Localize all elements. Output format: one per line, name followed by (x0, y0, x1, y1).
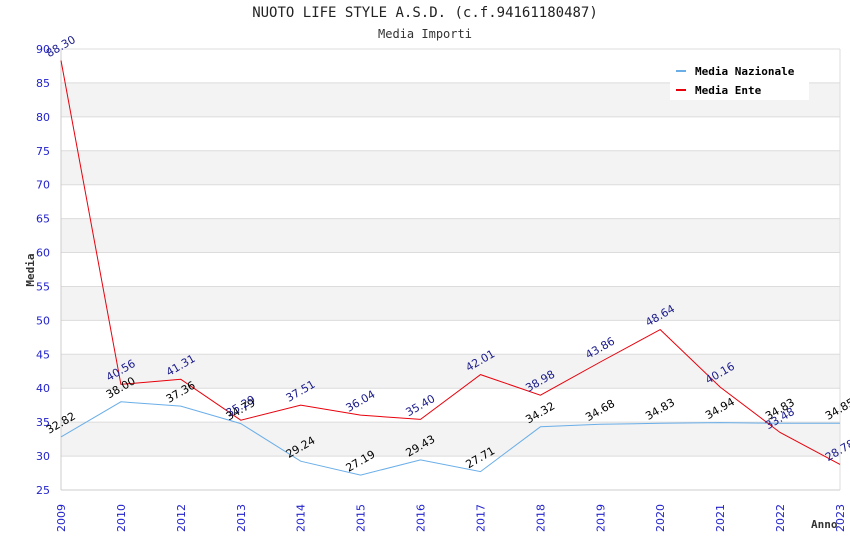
x-tick-label: 2023 (834, 504, 847, 532)
legend-label-ente: Media Ente (695, 83, 762, 97)
x-tick-label: 2022 (774, 504, 787, 532)
legend: Media Nazionale Media Ente (670, 58, 809, 100)
x-tick-label: 2009 (55, 504, 68, 532)
legend-item-media-ente: Media Ente (676, 82, 761, 98)
data-label: 34.68 (583, 397, 617, 424)
data-label: 35.40 (404, 392, 438, 419)
legend-swatch-nazionale (676, 70, 686, 72)
y-tick-label: 25 (36, 484, 50, 497)
y-tick-label: 55 (36, 280, 50, 293)
y-axis-label: Media (24, 253, 37, 286)
grid-band (61, 150, 840, 185)
x-tick-label: 2016 (415, 504, 428, 532)
y-tick-label: 75 (36, 145, 50, 158)
x-axis-label: Anno (811, 518, 838, 531)
x-tick-label: 2014 (295, 504, 308, 532)
y-tick-label: 30 (36, 450, 50, 463)
chart-title: NUOTO LIFE STYLE A.S.D. (c.f.94161180487… (252, 5, 598, 21)
y-tick-label: 85 (36, 77, 50, 90)
y-tick-label: 50 (36, 314, 50, 327)
data-label: 36.04 (344, 388, 378, 415)
x-tick-label: 2015 (355, 504, 368, 532)
x-tick-label: 2013 (235, 504, 248, 532)
series-line-media-nazionale (60, 401, 841, 476)
y-tick-label: 60 (36, 247, 50, 260)
x-tick-label: 2019 (594, 504, 607, 532)
data-label: 34.94 (703, 395, 737, 422)
data-label: 34.85 (823, 396, 850, 423)
legend-label-nazionale: Media Nazionale (695, 64, 795, 78)
legend-item-media-nazionale: Media Nazionale (676, 63, 794, 79)
grid-band (61, 286, 840, 321)
grid-band (61, 354, 840, 389)
y-tick-label: 70 (36, 179, 50, 192)
y-tick-label: 35 (36, 416, 50, 429)
y-tick-label: 45 (36, 348, 50, 361)
y-tick-label: 40 (36, 382, 50, 395)
y-tick-label: 90 (36, 43, 50, 56)
grid-band (61, 218, 840, 253)
y-tick-label: 65 (36, 213, 50, 226)
x-tick-label: 2017 (474, 504, 487, 532)
legend-swatch-ente (676, 89, 686, 91)
x-tick-label: 2012 (175, 504, 188, 532)
x-tick-label: 2021 (714, 504, 727, 532)
series-line-media-ente (60, 60, 841, 465)
y-tick-label: 80 (36, 111, 50, 124)
x-tick-label: 2010 (115, 504, 128, 532)
chart-subtitle: Media Importi (378, 27, 472, 41)
data-label: 34.83 (643, 396, 677, 423)
x-tick-label: 2018 (534, 504, 547, 532)
grid-band (61, 422, 840, 457)
x-tick-label: 2020 (654, 504, 667, 532)
